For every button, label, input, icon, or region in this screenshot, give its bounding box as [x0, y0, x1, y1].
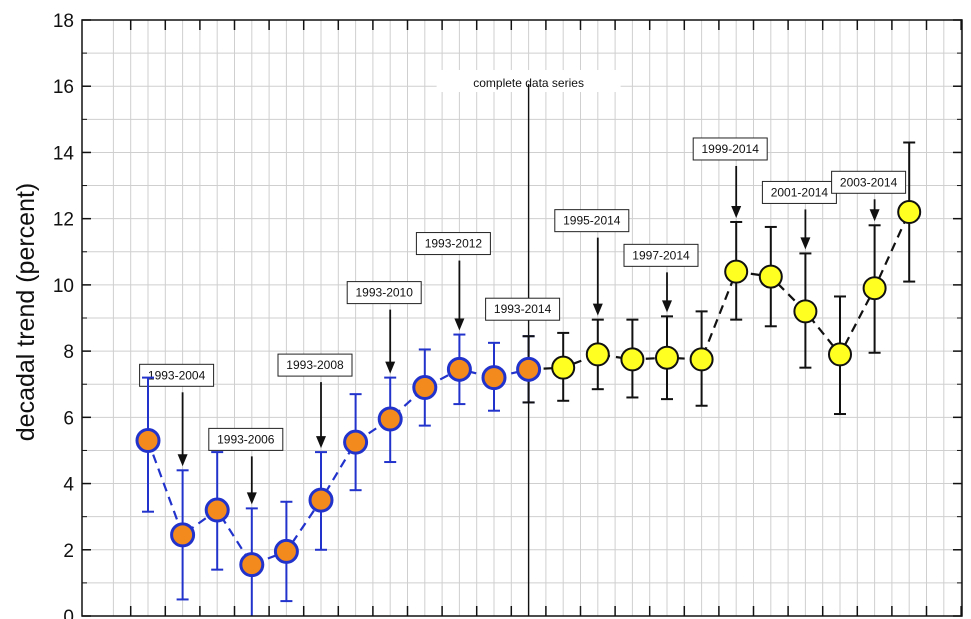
annotation-label: 2001-2014 [771, 185, 829, 199]
annotation-arrow-head [385, 361, 396, 374]
annotation-box [692, 137, 768, 161]
annotation-arrow-head [454, 318, 465, 331]
data-point [273, 538, 299, 564]
divider-label-background [436, 70, 621, 92]
annotation-arrow-head [177, 454, 188, 467]
data-point [481, 365, 507, 391]
annotations: 1993-2004 1993-2006 1993-2008 1993-2010 1993… [139, 137, 907, 505]
annotation-arrow-head [869, 209, 880, 222]
data-point [308, 487, 334, 513]
data-point [446, 356, 472, 382]
y-tick-label: 18 [53, 11, 74, 32]
data-point [377, 406, 403, 432]
annotation-label: 1993-2004 [148, 368, 206, 382]
data-point [412, 375, 438, 401]
annotation-label: 1993-2006 [217, 432, 275, 446]
annotation-arrow-head [316, 436, 326, 449]
data-point [204, 497, 230, 523]
y-tick-label: 12 [53, 210, 74, 231]
annotation-label: 1993-2008 [286, 358, 344, 372]
annotation-label: 1999-2014 [702, 142, 760, 156]
data-point [135, 428, 161, 454]
data-point [862, 276, 887, 301]
annotation-label: 1993-2012 [425, 237, 483, 251]
data-point [343, 429, 369, 455]
data-point [620, 347, 645, 372]
y-tick-label: 14 [53, 143, 75, 164]
y-tick-label: 6 [63, 408, 74, 429]
annotation-box [831, 170, 907, 194]
annotation-box [346, 281, 422, 305]
annotation-arrow-head [800, 237, 811, 250]
y-tick-label: 0 [63, 607, 74, 619]
data-point [655, 345, 679, 370]
annotation-label: 1997-2014 [632, 248, 690, 262]
data-point [897, 200, 922, 225]
annotation-arrow-head [246, 492, 257, 505]
data-point [516, 356, 542, 382]
y-tick-label: 10 [53, 276, 74, 297]
data-point [758, 264, 783, 289]
annotation-label: 1993-2010 [356, 286, 414, 300]
y-tick-label: 8 [63, 342, 74, 363]
data-point [239, 552, 265, 578]
complete-data-divider: complete data series [436, 70, 621, 616]
annotation-box [208, 427, 284, 451]
annotation-box [139, 363, 215, 387]
annotation-box [623, 243, 699, 267]
y-tick-label: 4 [63, 475, 74, 496]
annotation-box [415, 232, 491, 256]
annotation-arrow-head [592, 303, 603, 316]
annotation-arrow-head [662, 300, 672, 313]
annotation-label: 1995-2014 [563, 214, 621, 228]
data-points [135, 200, 922, 578]
y-axis-title: decadal trend (percent) [12, 183, 40, 441]
annotation-arrow-head [731, 205, 742, 218]
data-point [585, 342, 610, 367]
data-point [724, 259, 749, 284]
data-point [551, 355, 576, 380]
annotation-box [485, 297, 561, 321]
annotation-box [554, 209, 630, 233]
grid-lines [82, 20, 962, 616]
data-point [793, 299, 818, 324]
annotation-label: 2003-2014 [840, 175, 898, 189]
y-tick-label: 2 [63, 541, 74, 562]
data-point [689, 347, 714, 372]
annotation-box [277, 353, 353, 377]
data-point [170, 522, 196, 548]
axes: 0 2 4 6 8 10 12 14 16 18 [53, 11, 962, 619]
y-tick-label: 16 [53, 77, 74, 98]
annotation-label: 1993-2014 [494, 302, 552, 316]
data-point [828, 342, 852, 367]
divider-label: complete data series [473, 76, 584, 90]
